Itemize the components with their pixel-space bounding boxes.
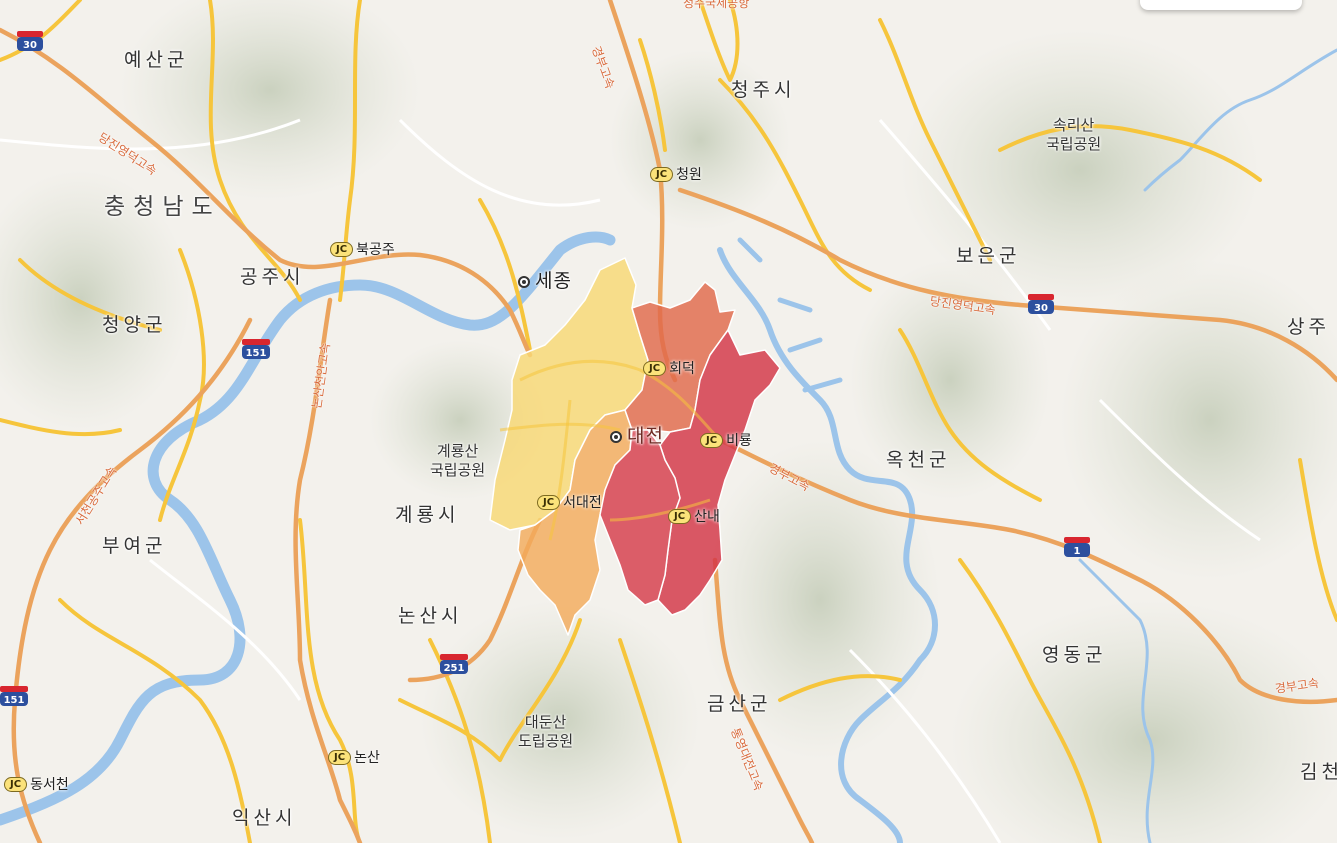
city-label-sejong[interactable]: 세종 <box>518 266 572 293</box>
region-label: 상주 <box>1287 316 1330 338</box>
jc-icon: JC <box>328 749 352 765</box>
region-label: 예산군 <box>124 49 189 71</box>
region-label: 영동군 <box>1042 644 1107 666</box>
rivers <box>0 48 1337 843</box>
park-label: 대둔산 도립공원 <box>518 713 574 750</box>
svg-text:151: 151 <box>246 348 267 359</box>
region-label: 김천 <box>1300 761 1337 783</box>
city-marker-icon <box>610 430 622 443</box>
city-name: 대전 <box>627 425 664 447</box>
junction-marker[interactable]: JC 회덕 <box>643 358 695 378</box>
region-label: 공주시 <box>240 266 305 288</box>
svg-text:151: 151 <box>4 695 25 706</box>
region-label: 옥천군 <box>886 449 951 471</box>
map-overlay-panel[interactable] <box>1140 0 1302 10</box>
jc-icon: JC <box>330 241 354 257</box>
junction-marker[interactable]: JC 북공주 <box>330 239 395 259</box>
junction-marker[interactable]: JC 비룡 <box>700 430 752 450</box>
daejeon-choropleth[interactable] <box>489 257 781 636</box>
svg-text:1: 1 <box>1074 546 1081 557</box>
svg-text:251: 251 <box>444 663 465 674</box>
jc-icon: JC <box>4 776 28 792</box>
junction-marker[interactable]: JC 산내 <box>668 506 720 526</box>
park-label: 계룡산 국립공원 <box>430 442 486 479</box>
region-label: 보은군 <box>956 245 1021 267</box>
highway-label: 청주국제공항 <box>683 0 750 10</box>
jc-icon: JC <box>668 508 692 524</box>
region-label: 청주시 <box>731 79 796 101</box>
junction-marker[interactable]: JC 논산 <box>328 747 380 767</box>
jc-icon: JC <box>537 494 561 510</box>
region-label: 논산시 <box>398 605 463 627</box>
park-label: 속리산 국립공원 <box>1046 116 1102 153</box>
region-label: 익산시 <box>232 807 297 829</box>
jc-icon: JC <box>650 166 674 182</box>
city-label-daejeon[interactable]: 대전 <box>610 421 664 448</box>
svg-text:30: 30 <box>1034 303 1048 314</box>
route-shields: 30 30 151 151 251 1 <box>0 31 1090 706</box>
city-name: 세종 <box>535 270 572 292</box>
region-label: 청양군 <box>102 314 167 336</box>
junction-marker[interactable]: JC 서대전 <box>537 492 602 512</box>
roads-over-districts <box>499 359 722 541</box>
region-label: 금산군 <box>707 693 772 715</box>
region-label: 계룡시 <box>395 504 460 526</box>
junction-marker[interactable]: JC 청원 <box>650 164 702 184</box>
district-dong[interactable] <box>657 329 781 616</box>
jc-icon: JC <box>700 432 724 448</box>
city-marker-icon <box>518 275 530 288</box>
region-label: 부여군 <box>102 535 167 557</box>
svg-text:30: 30 <box>23 40 37 51</box>
province-label: 충청남도 <box>104 194 221 220</box>
junction-marker[interactable]: JC 동서천 <box>4 774 69 794</box>
jc-icon: JC <box>643 360 667 376</box>
